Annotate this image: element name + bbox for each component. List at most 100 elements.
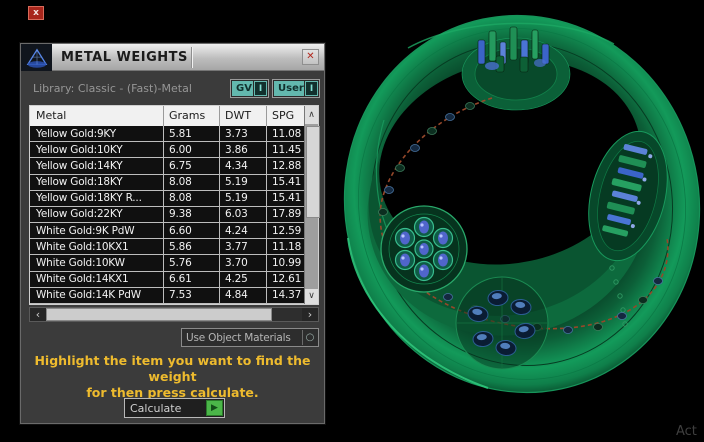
table-row[interactable]: Yellow Gold:10KY 6.00 3.86 11.45	[30, 142, 304, 159]
scroll-up-icon[interactable]: ∧	[305, 106, 318, 124]
table-header-cell[interactable]: Metal	[30, 106, 164, 126]
table-cell: White Gold:9K PdW	[30, 223, 164, 239]
table-cell: 4.25	[220, 271, 267, 287]
right-dot-column	[609, 265, 628, 327]
library-label: Library: Classic - (Fast)-Metal	[33, 82, 192, 95]
app-logo-icon	[21, 44, 52, 71]
table-cell: Yellow Gold:18KY R...	[30, 190, 164, 206]
dialog-titlebar[interactable]: METAL WEIGHTS ✕	[21, 44, 324, 71]
instruction-line-2: for then press calculate.	[86, 385, 259, 400]
table-row[interactable]: Yellow Gold:22KY 9.38 6.03 17.89	[30, 206, 304, 224]
table-cell: 17.89	[272, 208, 302, 221]
table-cell: Yellow Gold:22KY	[30, 206, 164, 223]
instruction-line-1: Highlight the item you want to find the …	[34, 353, 311, 384]
topleft-close-marker[interactable]: x	[28, 6, 44, 20]
table-cell: 8.08	[164, 174, 220, 190]
table-cell: 11.18	[272, 240, 302, 253]
table-body: Yellow Gold:9KY 5.81 3.73 11.08 Yellow Gold:…	[30, 125, 304, 304]
table-cell: White Gold:10KX1	[30, 239, 164, 255]
table-cell: 4.34	[220, 158, 267, 174]
table-cell: 5.81	[164, 125, 220, 142]
viewport-watermark: Act	[676, 424, 697, 439]
bottom-gem-cluster	[455, 276, 549, 370]
metal-weights-dialog: METAL WEIGHTS ✕ Library: Classic - (Fast…	[20, 43, 325, 424]
table-cell: 12.88	[272, 159, 302, 172]
table-cell: White Gold:14K PdW	[30, 287, 164, 303]
table-header-cell[interactable]: DWT	[220, 106, 267, 126]
table-cell: Yellow Gold:10KY	[30, 142, 164, 158]
calculate-button[interactable]: Calculate ▶	[124, 398, 225, 418]
scroll-down-icon[interactable]: ∨	[305, 289, 318, 304]
use-object-materials-dropdown[interactable]: Use Object Materials ○	[181, 328, 319, 347]
table-row[interactable]: White Gold:14K PdW 7.53 4.84 14.37	[30, 287, 304, 304]
table-row[interactable]: Yellow Gold:9KY 5.81 3.73 11.08	[30, 125, 304, 143]
table-cell: 3.73	[220, 125, 267, 142]
table-cell: 11.08	[272, 127, 302, 140]
close-icon[interactable]: ✕	[302, 49, 319, 65]
table-cell: 15.41	[272, 192, 302, 205]
table-row[interactable]: Yellow Gold:18KY R... 8.08 5.19 15.41	[30, 190, 304, 207]
table-cell: 5.19	[220, 174, 267, 190]
table-cell: 12.59	[272, 224, 302, 237]
gv-button-label: GV	[232, 81, 253, 96]
dialog-title: METAL WEIGHTS	[61, 50, 188, 65]
table-cell: 7.53	[164, 287, 220, 303]
user-button[interactable]: User I	[272, 79, 320, 98]
table-header-row: Metal Grams DWT SPG	[30, 106, 304, 126]
metal-weights-table: Metal Grams DWT SPG Yellow Gold:9KY 5.81 3.73…	[29, 105, 320, 305]
table-cell: White Gold:14KX1	[30, 271, 164, 287]
horizontal-scrollbar[interactable]: ‹ ›	[29, 307, 319, 322]
table-cell: 5.86	[164, 239, 220, 255]
table-cell: 6.03	[220, 206, 267, 223]
instruction-text: Highlight the item you want to find the …	[21, 353, 324, 401]
table-cell: 6.00	[164, 142, 220, 158]
table-cell: 10.99	[272, 257, 302, 270]
table-cell: Yellow Gold:9KY	[30, 125, 164, 142]
calculate-button-label: Calculate	[130, 401, 182, 415]
user-indicator: I	[305, 81, 318, 96]
table-cell: Yellow Gold:14KY	[30, 158, 164, 174]
use-object-materials-label: Use Object Materials	[186, 331, 291, 344]
table-row[interactable]: White Gold:9K PdW 6.60 4.24 12.59	[30, 223, 304, 240]
table-header-cell[interactable]: Grams	[164, 106, 220, 126]
table-cell: Yellow Gold:18KY	[30, 174, 164, 190]
right-prong-cluster	[588, 130, 668, 262]
table-cell: 8.08	[164, 190, 220, 206]
table-row[interactable]: Yellow Gold:14KY 6.75 4.34 12.88	[30, 158, 304, 175]
table-cell: 6.61	[164, 271, 220, 287]
table-cell: 6.75	[164, 158, 220, 174]
table-cell: 3.70	[220, 255, 267, 271]
table-row[interactable]: White Gold:10KW 5.76 3.70 10.99	[30, 255, 304, 272]
scroll-right-icon[interactable]: ›	[302, 308, 318, 321]
table-cell: 6.60	[164, 223, 220, 239]
user-button-label: User	[274, 81, 304, 96]
table-header-cell[interactable]: SPG	[272, 109, 295, 123]
scroll-left-icon[interactable]: ‹	[30, 308, 46, 321]
table-row[interactable]: White Gold:10KX1 5.86 3.77 11.18	[30, 239, 304, 256]
top-prong-cluster	[461, 26, 571, 111]
table-cell: 3.86	[220, 142, 267, 158]
table-cell: 5.76	[164, 255, 220, 271]
titlebar-divider	[191, 47, 193, 68]
table-cell: 11.45	[272, 143, 302, 156]
table-row[interactable]: White Gold:14KX1 6.61 4.25 12.61	[30, 271, 304, 288]
table-cell: 9.38	[164, 206, 220, 223]
table-cell: 12.61	[272, 273, 302, 286]
table-cell: 15.41	[272, 176, 302, 189]
table-row[interactable]: Yellow Gold:18KY 8.08 5.19 15.41	[30, 174, 304, 191]
gv-indicator: I	[254, 81, 267, 96]
radio-circle-icon: ○	[302, 330, 317, 345]
table-cell: White Gold:10KW	[30, 255, 164, 271]
table-cell: 4.84	[220, 287, 267, 303]
gv-button[interactable]: GV I	[230, 79, 269, 98]
left-gem-cluster	[380, 205, 468, 293]
vertical-scrollbar[interactable]: ∧ ∨	[304, 106, 320, 304]
table-cell: 3.77	[220, 239, 267, 255]
horizontal-scrollbar-thumb[interactable]	[46, 308, 272, 321]
table-cell: 14.37	[272, 289, 302, 302]
table-cell: 4.24	[220, 223, 267, 239]
vertical-scrollbar-thumb[interactable]	[306, 126, 320, 218]
table-cell: 5.19	[220, 190, 267, 206]
